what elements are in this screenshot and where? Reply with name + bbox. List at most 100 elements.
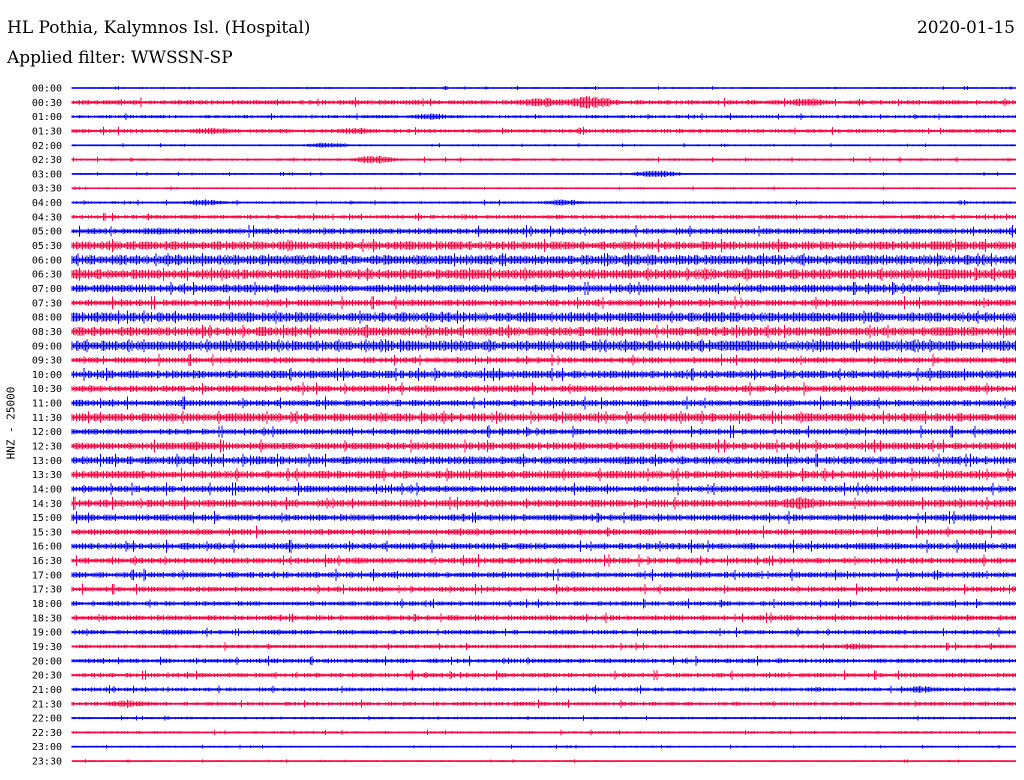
time-label: 02:00 — [32, 141, 62, 152]
time-label: 12:30 — [32, 442, 62, 453]
seismic-trace-line — [71, 539, 1016, 553]
seismic-trace-line — [71, 396, 1016, 410]
time-label: 21:00 — [32, 685, 62, 696]
seismic-trace-line — [71, 759, 1016, 763]
seismic-trace-line — [71, 353, 1016, 367]
seismic-trace-line — [71, 282, 1016, 295]
seismic-trace-line — [71, 744, 1016, 749]
time-label: 06:30 — [32, 270, 62, 281]
seismic-trace-line — [71, 468, 1016, 482]
time-label: 09:00 — [32, 341, 62, 352]
seismic-trace-line — [71, 425, 1016, 439]
time-label: 08:00 — [32, 313, 62, 324]
seismic-trace-line — [71, 525, 1016, 539]
time-label: 11:00 — [32, 399, 62, 410]
seismic-trace-line — [71, 186, 1016, 191]
time-label: 01:00 — [32, 112, 62, 123]
time-label: 01:30 — [32, 126, 62, 137]
seismic-trace-line — [71, 627, 1016, 637]
seismic-trace-line — [71, 496, 1016, 510]
time-label: 17:30 — [32, 585, 62, 596]
time-label: 09:30 — [32, 356, 62, 367]
seismic-trace-line — [71, 598, 1016, 609]
seismic-trace-line — [71, 655, 1016, 666]
time-label: 00:00 — [32, 84, 62, 95]
time-label: 08:30 — [32, 327, 62, 338]
seismic-trace-line — [71, 670, 1016, 681]
seismic-trace-line — [71, 715, 1016, 721]
time-label: 03:00 — [32, 169, 62, 180]
time-label: 17:00 — [32, 570, 62, 581]
time-label: 10:30 — [32, 384, 62, 395]
time-label: 00:30 — [32, 98, 62, 109]
seismic-trace-line — [71, 554, 1016, 567]
seismic-trace-line — [71, 511, 1016, 525]
seismic-trace-line — [71, 224, 1016, 238]
filter-value: WWSSN-SP — [131, 48, 233, 68]
time-label: 07:30 — [32, 298, 62, 309]
seismic-trace-line — [71, 729, 1016, 736]
time-label: 11:30 — [32, 413, 62, 424]
time-label: 18:30 — [32, 613, 62, 624]
seismic-trace-line — [71, 685, 1016, 694]
seismic-trace-line — [71, 583, 1016, 595]
time-label: 10:00 — [32, 370, 62, 381]
time-label: 22:00 — [32, 714, 62, 725]
seismic-trace-line — [71, 439, 1016, 453]
time-label: 23:30 — [32, 757, 62, 768]
seismic-trace-line — [71, 239, 1016, 252]
time-label: 20:00 — [32, 656, 62, 667]
time-label: 05:30 — [32, 241, 62, 252]
time-label: 22:30 — [32, 728, 62, 739]
seismic-trace-line — [71, 324, 1016, 338]
seismic-trace-line — [71, 482, 1016, 496]
time-label: 13:30 — [32, 470, 62, 481]
seismic-trace-line — [71, 382, 1016, 396]
seismic-trace-line — [71, 612, 1016, 624]
time-label: 19:30 — [32, 642, 62, 653]
time-label: 13:00 — [32, 456, 62, 467]
time-label: 23:00 — [32, 742, 62, 753]
time-label: 06:00 — [32, 255, 62, 266]
seismic-trace-line — [71, 642, 1016, 651]
station-title: HL Pothia, Kalymnos Isl. (Hospital) — [7, 18, 311, 38]
time-label: 12:00 — [32, 427, 62, 438]
seismic-trace-line — [71, 213, 1016, 221]
seismic-trace-line — [71, 113, 1016, 121]
seismic-trace-line — [71, 253, 1016, 267]
time-label: 07:00 — [32, 284, 62, 295]
time-label: 15:30 — [32, 527, 62, 538]
seismic-trace-line — [71, 170, 1016, 178]
seismic-trace-line — [71, 453, 1016, 467]
seismic-trace-line — [71, 142, 1016, 148]
time-label: 15:00 — [32, 513, 62, 524]
seismic-trace-line — [71, 699, 1016, 708]
seismic-trace-line — [71, 126, 1016, 136]
time-label: 16:30 — [32, 556, 62, 567]
seismic-trace-line — [71, 267, 1016, 281]
time-label: 18:00 — [32, 599, 62, 610]
seismic-trace-line — [71, 568, 1016, 582]
time-label: 20:30 — [32, 671, 62, 682]
time-label: 03:30 — [32, 184, 62, 195]
time-label: 05:00 — [32, 227, 62, 238]
plot-date: 2020-01-15 — [916, 18, 1015, 38]
filter-label: Applied filter: — [7, 48, 126, 68]
seismic-trace-line — [71, 96, 1016, 109]
time-label: 14:30 — [32, 499, 62, 510]
time-label: 21:30 — [32, 699, 62, 710]
seismic-trace-line — [71, 85, 1016, 91]
time-label: 16:00 — [32, 542, 62, 553]
seismic-trace-line — [71, 367, 1016, 381]
time-label: 19:00 — [32, 628, 62, 639]
time-label: 04:00 — [32, 198, 62, 209]
time-label: 04:30 — [32, 212, 62, 223]
time-label: 14:00 — [32, 484, 62, 495]
seismic-trace-line — [71, 155, 1016, 164]
seismic-trace-line — [71, 296, 1016, 310]
seismic-trace-line — [71, 410, 1016, 424]
seismic-trace-line — [71, 199, 1016, 206]
seismic-trace-line — [71, 339, 1016, 353]
seismic-trace-line — [71, 310, 1016, 324]
